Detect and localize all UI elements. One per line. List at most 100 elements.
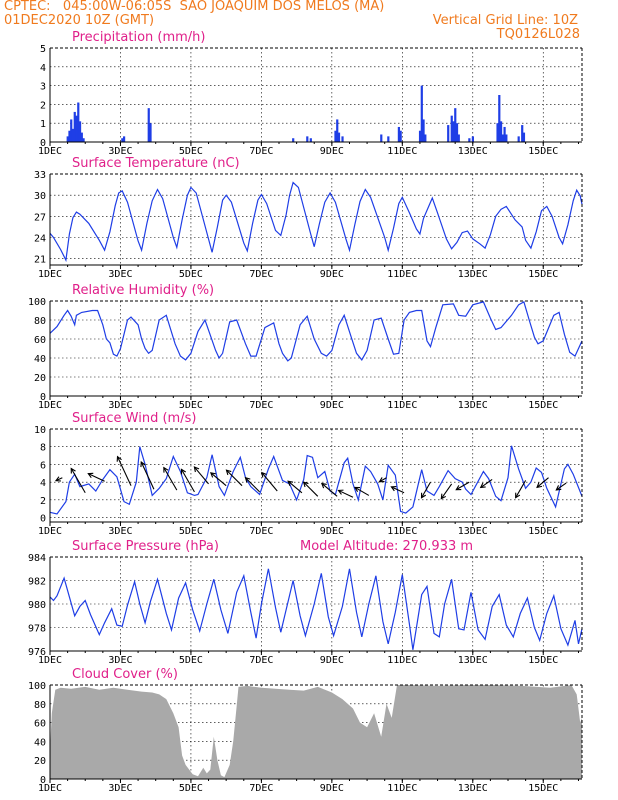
wind-arrow-head — [140, 460, 146, 468]
x-tick-label: 15DEC — [528, 655, 558, 666]
wind-arrow — [353, 486, 370, 496]
x-tick-label: 3DEC — [108, 655, 132, 666]
model-altitude-note: Model Altitude: 270.933 m — [300, 539, 473, 554]
wind-arrow-shaft — [70, 468, 86, 494]
precip-bar — [336, 119, 339, 142]
precip-bar — [75, 115, 78, 142]
y-tick-label: 60 — [34, 719, 46, 730]
x-tick-label: 15DEC — [528, 269, 558, 280]
precip-bar — [457, 134, 460, 142]
wind-arrow-head — [515, 492, 521, 499]
y-tick-label: 0 — [40, 138, 46, 149]
wind-arrow — [54, 476, 63, 482]
x-tick-label: 7DEC — [249, 783, 273, 794]
wind-arrow-head — [555, 485, 562, 491]
x-tick-label: 3DEC — [108, 269, 132, 280]
x-tick-label: 11DEC — [387, 269, 417, 280]
x-tick-label: 1DEC — [38, 146, 62, 157]
wind-arrow-shaft — [379, 477, 387, 483]
wind-arrow-head — [193, 466, 200, 473]
wind-arrow-shaft — [338, 489, 354, 498]
precip-bar — [468, 138, 471, 142]
precip-bar — [399, 130, 402, 142]
run-date: 01DEC2020 10Z (GMT) — [4, 13, 155, 28]
series-line — [49, 301, 583, 362]
precip-bar — [387, 136, 390, 142]
cloud-cover-area — [50, 685, 582, 779]
wind-arrow-shaft — [163, 467, 178, 491]
wind-arrow-shaft — [455, 481, 470, 491]
x-tick-label: 7DEC — [249, 655, 273, 666]
wind-arrow-head — [287, 480, 294, 487]
wind-arrow-head — [70, 467, 76, 474]
precip-bar — [517, 136, 520, 142]
y-tick-label: 980 — [28, 600, 46, 611]
panel-4: 0 2 4 6 8 10 1DEC 3DEC 5DEC 7DEC 9DEC 11DEC 13DEC 15D… — [34, 411, 583, 537]
y-tick-label: 80 — [34, 316, 46, 327]
precip-bar — [503, 126, 506, 142]
wind-arrow-head — [455, 485, 462, 491]
precip-bar — [498, 95, 501, 142]
y-tick-label: 27 — [34, 212, 46, 223]
wind-arrow-shaft — [180, 469, 195, 493]
x-tick-label: 11DEC — [387, 783, 417, 794]
wind-arrow-shaft — [303, 481, 319, 497]
wind-arrow-head — [536, 482, 543, 489]
x-tick-label: 9DEC — [320, 269, 344, 280]
series-line — [49, 568, 583, 650]
x-tick-label: 13DEC — [458, 400, 488, 411]
wind-arrow — [455, 481, 470, 491]
wind-arrow — [378, 477, 387, 483]
x-tick-label: 1DEC — [38, 269, 62, 280]
y-tick-label: 0 — [40, 392, 46, 403]
precip-bar — [522, 132, 526, 142]
wind-arrow — [87, 472, 105, 482]
y-tick-label: 1 — [40, 119, 46, 130]
precip-bar — [66, 136, 69, 142]
x-tick-label: 9DEC — [320, 146, 344, 157]
y-tick-label: 40 — [34, 354, 46, 365]
x-tick-label: 5DEC — [179, 146, 203, 157]
x-tick-label: 5DEC — [179, 269, 203, 280]
wind-arrow — [390, 485, 405, 494]
precip-bar — [334, 130, 337, 142]
precip-bar — [306, 136, 309, 142]
model-id: TQ0126L028 — [496, 27, 580, 42]
precip-bar — [521, 125, 524, 142]
wind-arrow-shaft — [245, 477, 261, 493]
wind-arrow-head — [116, 455, 122, 462]
precip-bar — [420, 85, 423, 142]
wind-arrow — [479, 479, 493, 489]
x-tick-label: 9DEC — [320, 783, 344, 794]
wind-arrow — [209, 472, 227, 487]
wind-arrow-head — [54, 476, 62, 482]
x-tick-label: 3DEC — [108, 400, 132, 411]
y-tick-label: 100 — [28, 297, 46, 308]
x-tick-label: 15DEC — [528, 400, 558, 411]
wind-arrow-shaft — [226, 469, 243, 487]
x-tick-label: 13DEC — [458, 146, 488, 157]
x-tick-label: 15DEC — [528, 146, 558, 157]
wind-arrow — [302, 481, 319, 497]
precip-bar — [82, 138, 85, 142]
y-tick-label: 100 — [28, 681, 46, 692]
wind-arrow-shaft — [193, 466, 209, 485]
x-tick-label: 13DEC — [458, 269, 488, 280]
precip-bar — [455, 123, 459, 142]
wind-arrow-shaft — [88, 473, 105, 482]
series-line — [49, 181, 583, 263]
wind-arrow-shaft — [117, 456, 132, 486]
wind-arrow — [116, 455, 132, 486]
wind-arrow — [420, 481, 431, 499]
precip-bar — [68, 130, 71, 142]
x-tick-label: 3DEC — [108, 526, 132, 537]
panel-title: Cloud Cover (%) — [72, 667, 178, 682]
wind-arrow-shaft — [480, 479, 493, 488]
x-tick-label: 15DEC — [528, 783, 558, 794]
wind-arrow-head — [225, 469, 232, 476]
y-tick-label: 0 — [40, 775, 46, 786]
precip-bar — [499, 121, 503, 142]
y-tick-label: 30 — [34, 191, 46, 202]
precip-bar — [501, 134, 504, 142]
wind-arrow-head — [378, 477, 385, 483]
